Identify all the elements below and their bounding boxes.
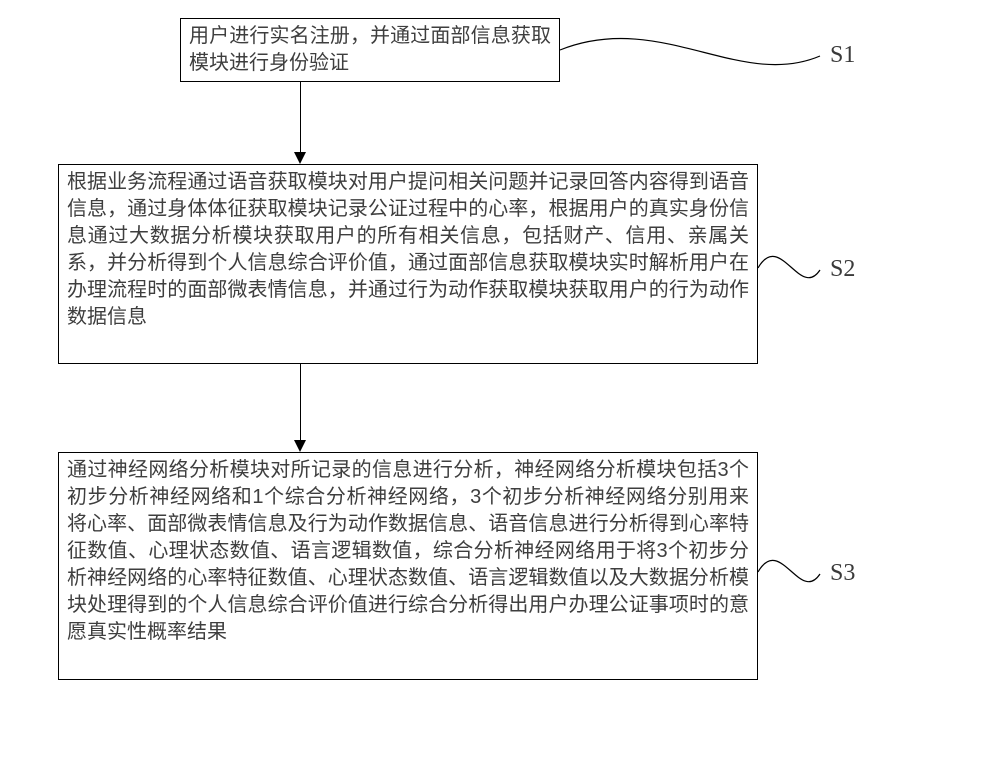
arrow-s2-s3 (300, 364, 302, 440)
step-box-s1: 用户进行实名注册，并通过面部信息获取模块进行身份验证 (180, 18, 560, 82)
arrow-head-icon (294, 152, 306, 164)
connector-s3 (756, 532, 822, 606)
arrow-head-icon (294, 440, 306, 452)
step-label-s2: S2 (830, 256, 855, 283)
step-box-s2: 根据业务流程通过语音获取模块对用户提问相关问题并记录回答内容得到语音信息，通过身… (58, 164, 758, 364)
arrow-s1-s2 (300, 82, 302, 152)
connector-s1 (558, 8, 822, 92)
step-box-s3: 通过神经网络分析模块对所记录的信息进行分析，神经网络分析模块包括3个初步分析神经… (58, 452, 758, 680)
step-label-s1: S1 (830, 42, 855, 69)
diagram-canvas: 用户进行实名注册，并通过面部信息获取模块进行身份验证 S1 根据业务流程通过语音… (0, 0, 1000, 773)
step-label-s3: S3 (830, 560, 855, 587)
connector-s2 (756, 228, 822, 302)
step-text-s1: 用户进行实名注册，并通过面部信息获取模块进行身份验证 (189, 25, 551, 74)
step-text-s2: 根据业务流程通过语音获取模块对用户提问相关问题并记录回答内容得到语音信息，通过身… (67, 171, 749, 328)
step-text-s3: 通过神经网络分析模块对所记录的信息进行分析，神经网络分析模块包括3个初步分析神经… (67, 459, 749, 643)
